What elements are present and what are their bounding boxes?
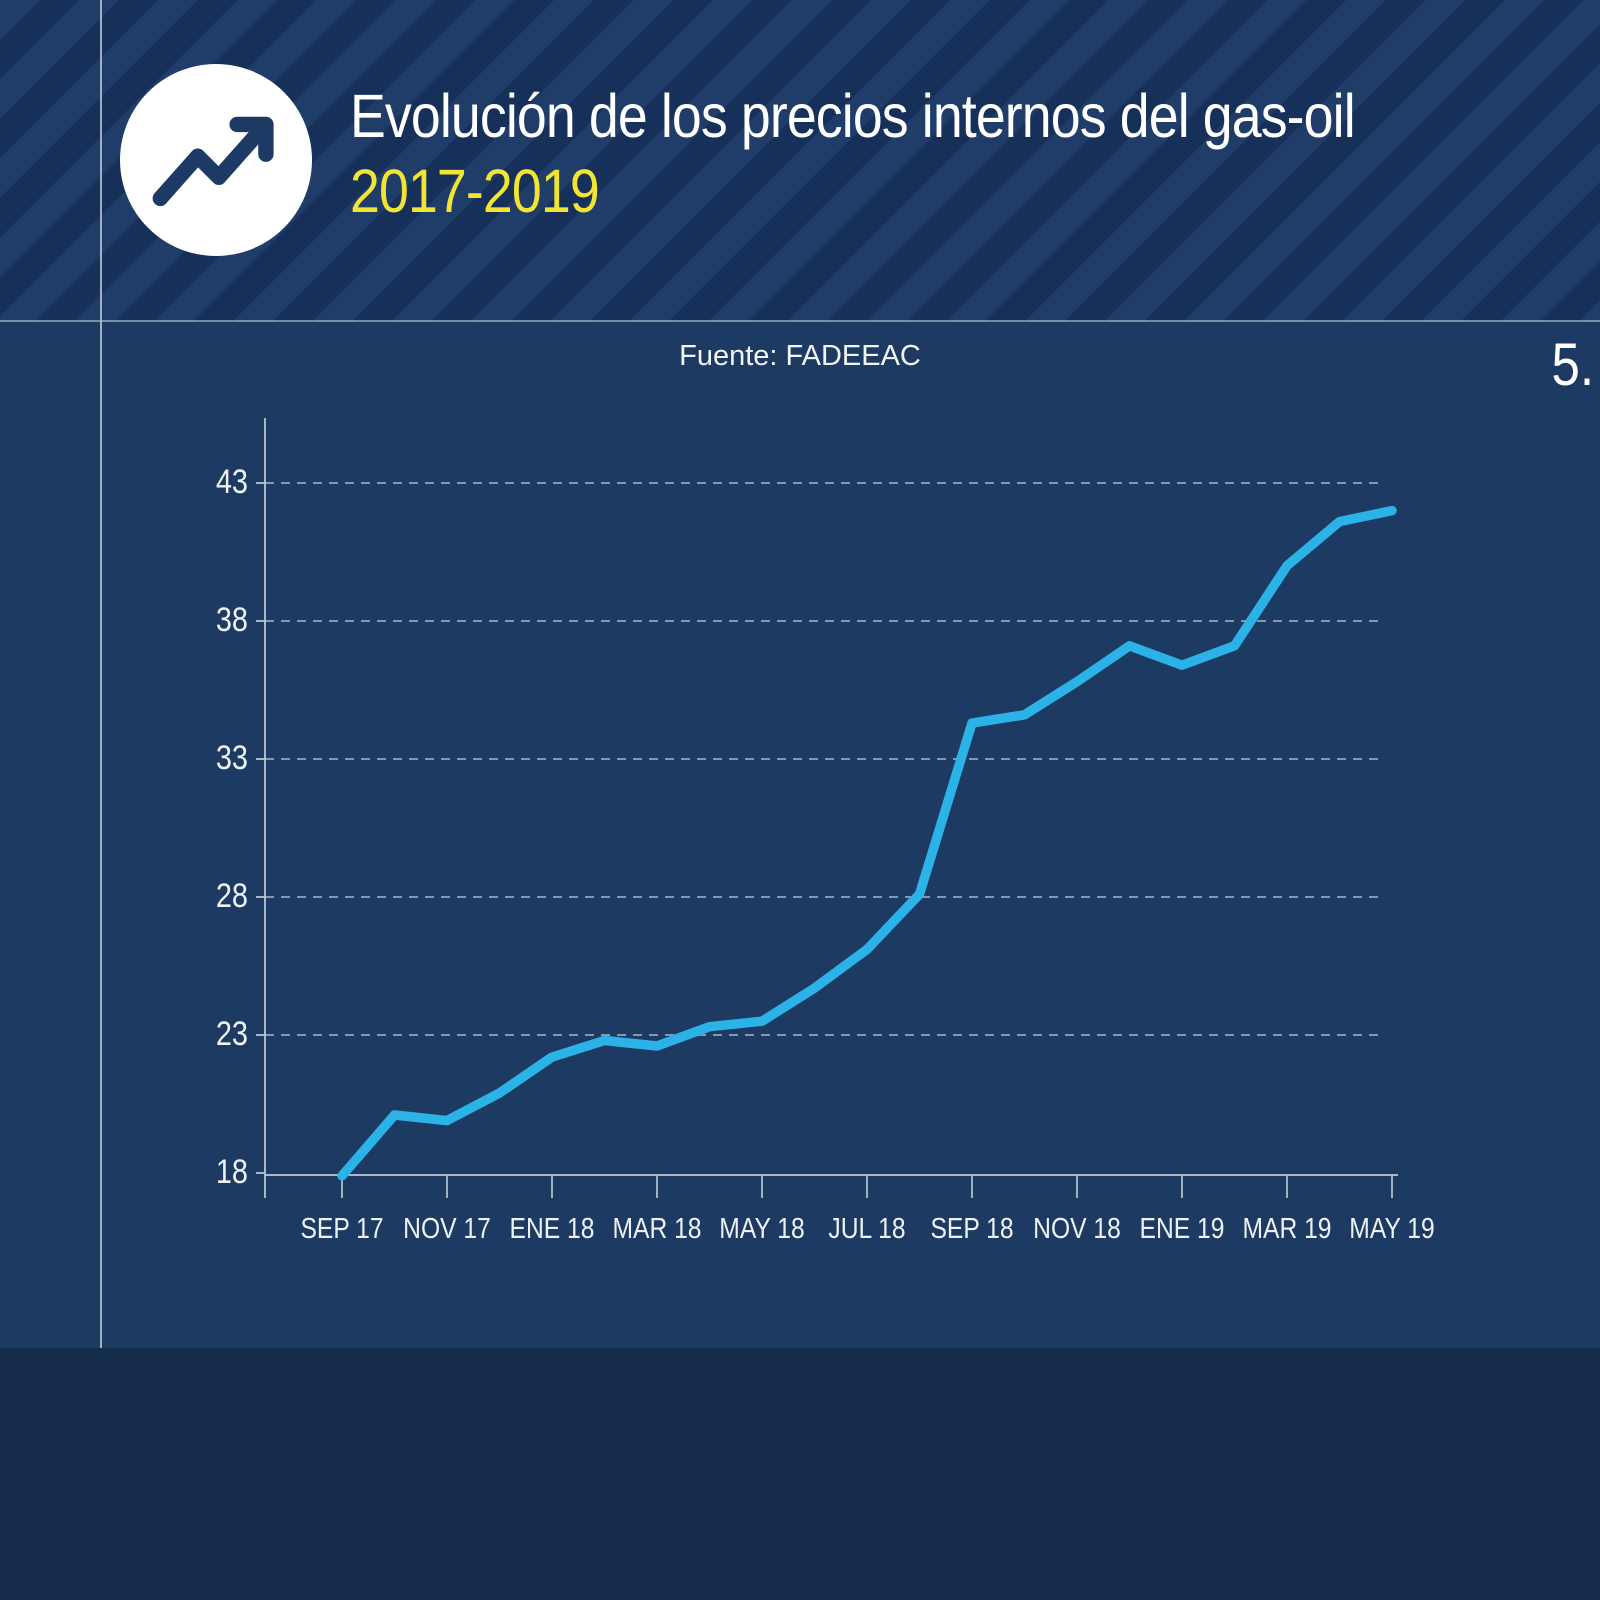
page-number: 5.: [1551, 331, 1594, 398]
chart-source-label: Fuente: FADEEAC: [679, 340, 921, 372]
x-tick-label: NOV 17: [403, 1212, 491, 1244]
x-tick-label: NOV 18: [1033, 1212, 1121, 1244]
x-tick-label: SEP 18: [930, 1212, 1013, 1244]
x-tick-label: ENE 19: [1140, 1212, 1225, 1244]
y-tick-label: 18: [216, 1152, 248, 1191]
x-tick-label: MAR 19: [1242, 1212, 1331, 1244]
footer-band: $ Fuente: FADEEAC Precio promedio país d…: [0, 1348, 1600, 1600]
y-tick-label: 23: [216, 1014, 248, 1053]
x-tick-label: MAR 18: [612, 1212, 701, 1244]
x-tick-label: MAY 19: [1349, 1212, 1434, 1244]
x-tick-label: ENE 18: [510, 1212, 595, 1244]
header-band: Evolución de los precios internos del ga…: [0, 0, 1600, 322]
page-title: Evolución de los precios internos del ga…: [350, 82, 1356, 150]
x-tick-label: JUL 18: [828, 1212, 905, 1244]
line-chart: 18 23 28 33 38 43 SEP 17 NOV 17 ENE 18 MAR 18 MAY …: [216, 418, 1435, 1244]
y-tick-label: 33: [216, 738, 248, 777]
page-subtitle: 2017-2019: [350, 157, 600, 225]
y-tick-label: 28: [216, 876, 248, 915]
left-vertical-rule: [100, 0, 102, 1348]
y-tick-label: 38: [216, 600, 248, 639]
trending-up-arrow: [152, 116, 274, 207]
trending-up-icon: [120, 64, 312, 256]
x-tick-label: MAY 18: [719, 1212, 804, 1244]
x-tick-label: SEP 17: [300, 1212, 383, 1244]
header-titles: Evolución de los precios internos del ga…: [350, 86, 1492, 222]
y-tick-label: 43: [216, 462, 248, 501]
price-series-line: [337, 505, 1397, 1181]
